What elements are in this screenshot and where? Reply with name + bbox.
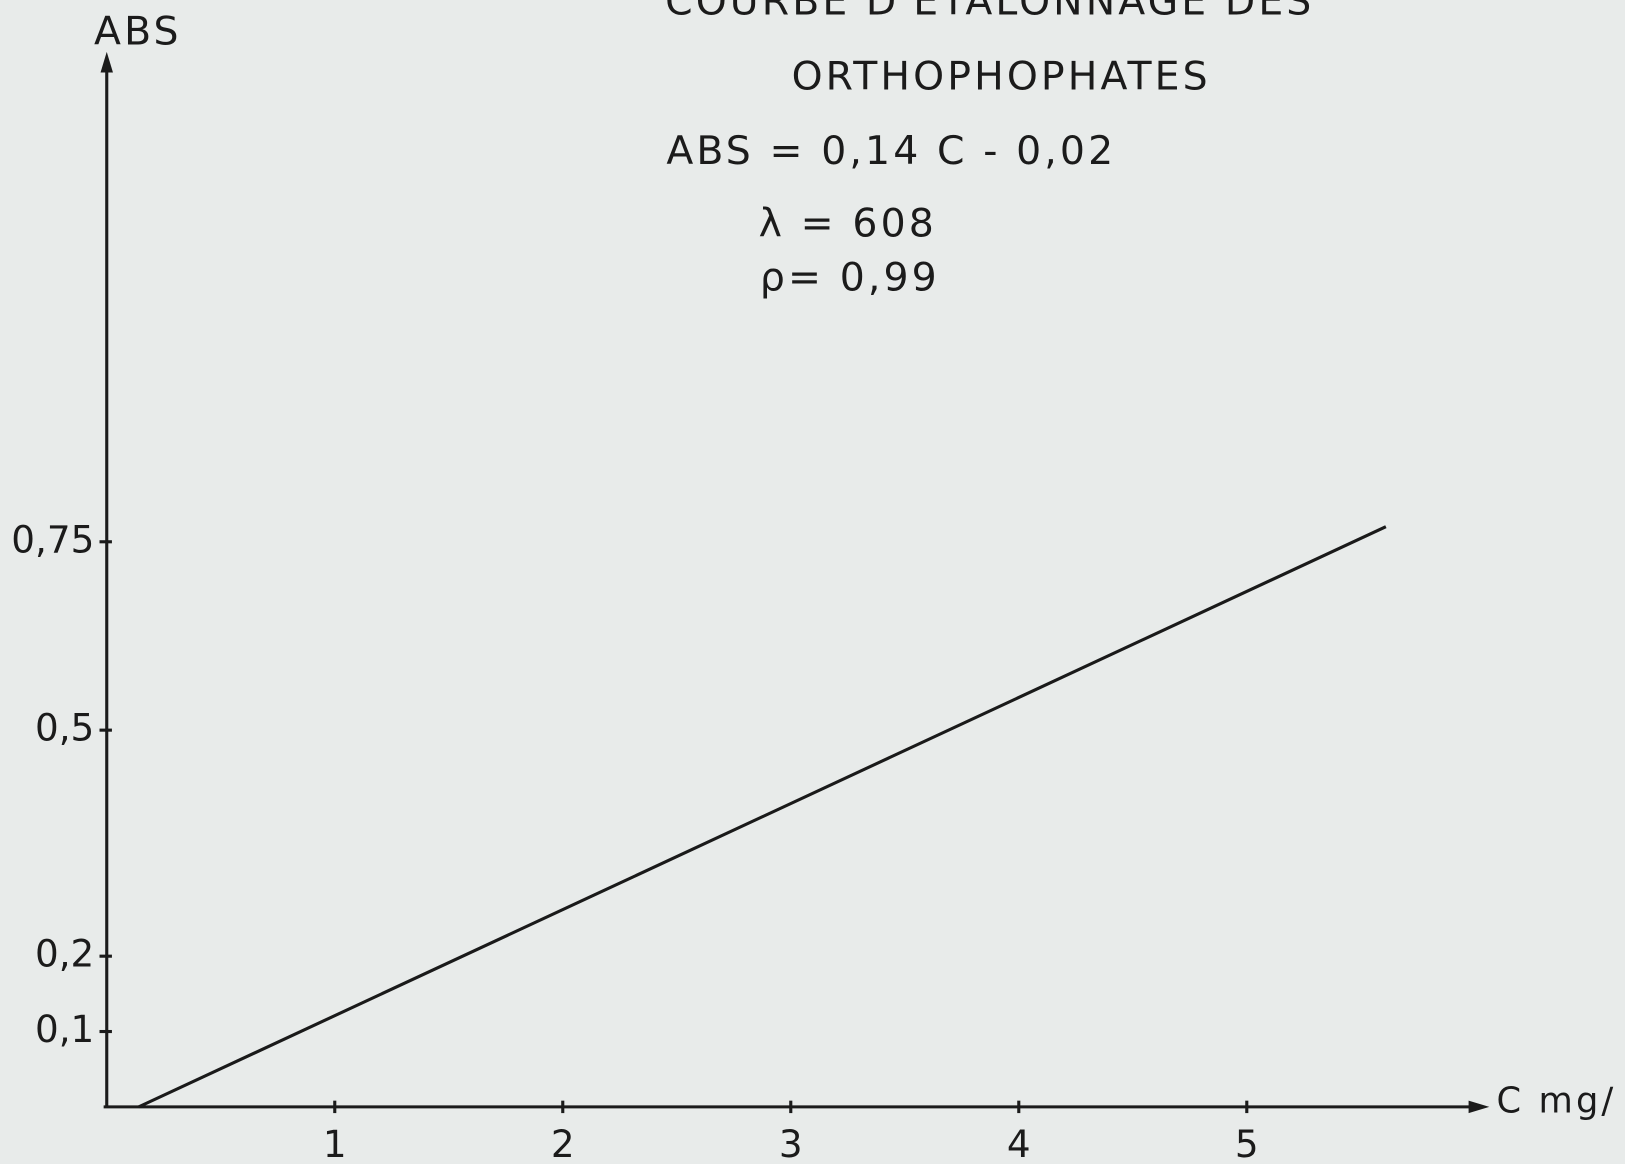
y-tick-label: 0,5 [35, 706, 94, 750]
plot: COURBE D'ETALONNAGE DES ORTHOPHOPHATES A… [11, 0, 1617, 1164]
chart-title: COURBE D'ETALONNAGE DES [665, 0, 1314, 25]
y-axis-arrow [100, 51, 113, 73]
chart-subtitle: ORTHOPHOPHATES [792, 53, 1211, 99]
x-axis-arrow [1468, 1100, 1490, 1114]
y-tick-label: 0,2 [35, 932, 94, 976]
calibration-line [138, 525, 1387, 1109]
wavelength: λ = 608 [759, 200, 937, 246]
y-axis-label: ABS [94, 9, 182, 55]
correlation: ρ= 0,99 [760, 254, 940, 300]
y-tick-label: 0,1 [35, 1007, 94, 1051]
x-tick-label: 5 [1235, 1122, 1259, 1164]
x-tick-label: 1 [323, 1122, 347, 1164]
x-axis-label: C mg/ [1497, 1081, 1617, 1122]
x-tick-label: 3 [779, 1122, 803, 1164]
y-tick-label: 0,75 [11, 517, 94, 561]
x-tick-label: 4 [1007, 1122, 1031, 1164]
equation: ABS = 0,14 C - 0,02 [666, 128, 1116, 174]
x-tick-label: 2 [551, 1122, 575, 1164]
